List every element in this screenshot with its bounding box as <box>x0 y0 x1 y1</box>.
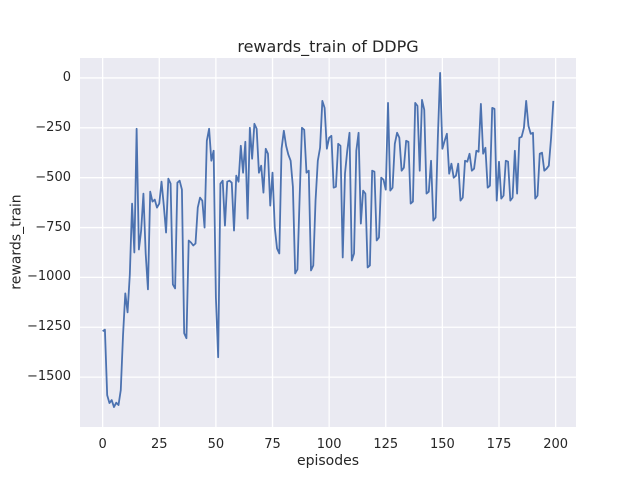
plot-area <box>80 58 576 427</box>
chart-title: rewards_train of DDPG <box>237 37 419 56</box>
x-tick-label: 150 <box>429 437 455 452</box>
x-tick-label: 50 <box>207 437 225 452</box>
y-tick-label: −1000 <box>27 269 71 285</box>
x-tick-label: 100 <box>316 437 342 452</box>
x-tick-label: 175 <box>486 437 512 452</box>
gridlines <box>80 58 576 427</box>
y-tick-label: −1500 <box>27 369 71 385</box>
y-tick-label: 0 <box>62 69 71 85</box>
y-tick-label: −500 <box>35 169 71 185</box>
y-tick-label: −250 <box>35 119 71 135</box>
y-tick-label: −1250 <box>27 319 71 335</box>
x-tick-label: 0 <box>98 437 107 452</box>
reward-line <box>102 72 555 408</box>
x-tick-label: 25 <box>150 437 168 452</box>
x-tick-label: 125 <box>373 437 399 452</box>
x-tick-label: 200 <box>543 437 569 452</box>
x-axis-label: episodes <box>296 453 360 469</box>
y-tick-label: −750 <box>35 219 71 235</box>
plot-svg <box>80 58 576 427</box>
x-tick-label: 75 <box>264 437 281 452</box>
